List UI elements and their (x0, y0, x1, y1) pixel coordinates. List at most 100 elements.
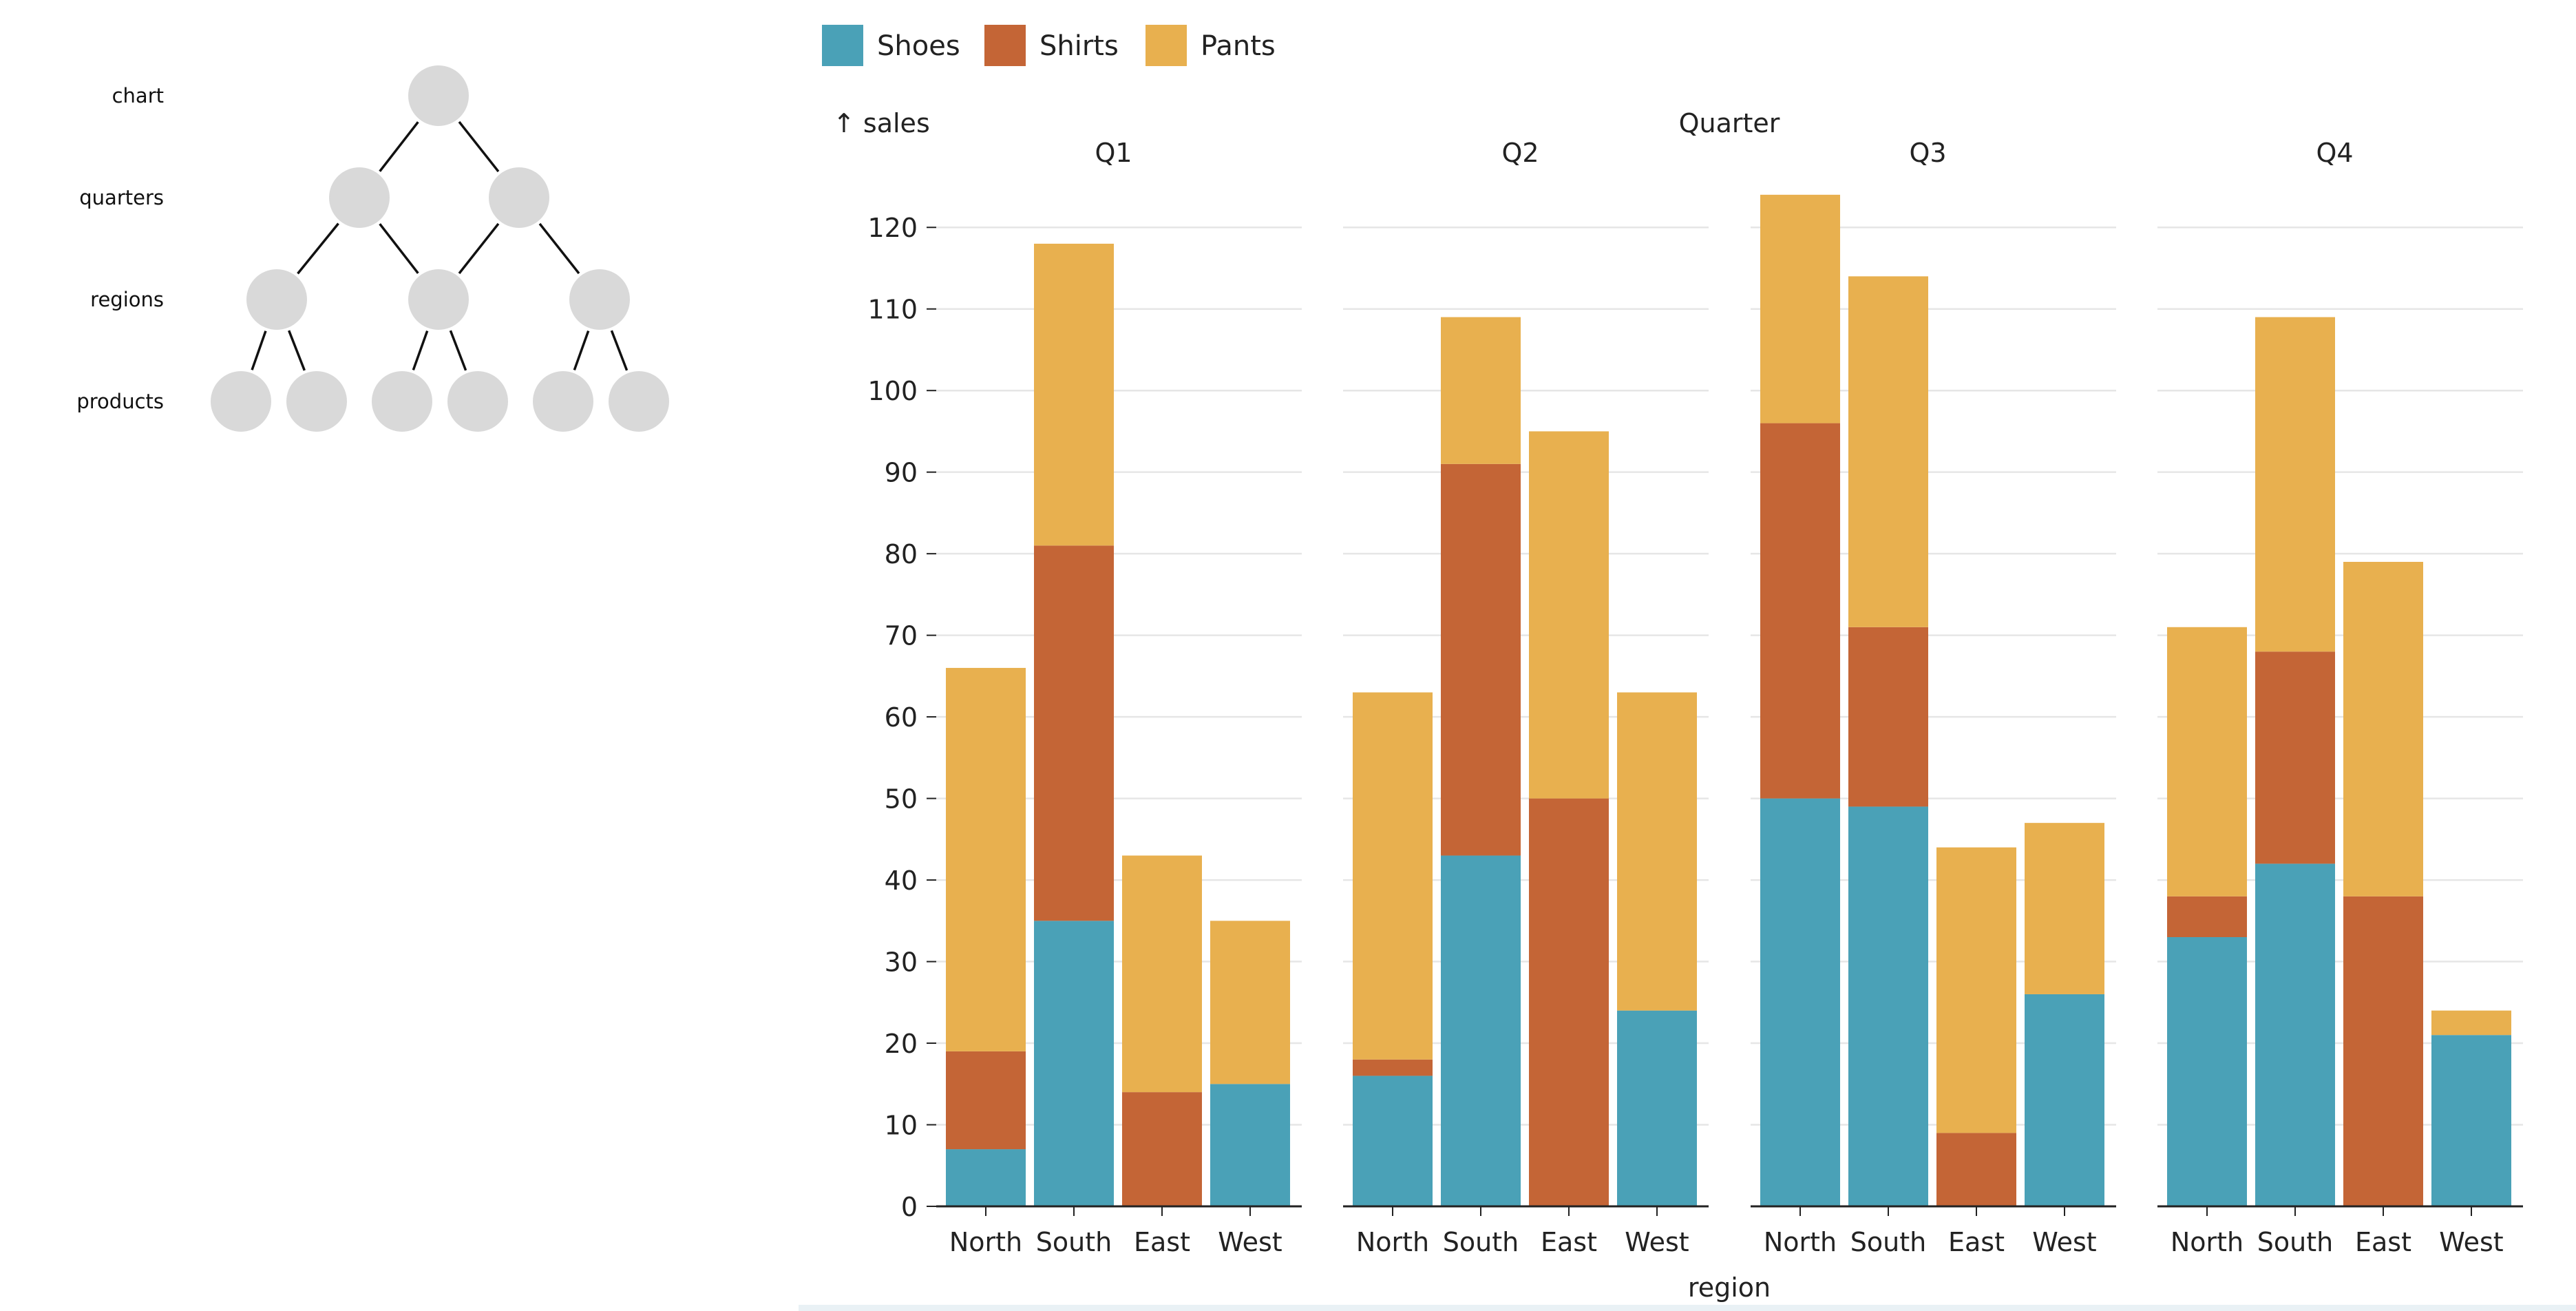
y-tick-label: 30 (885, 947, 918, 978)
bar-pants-west (1617, 692, 1697, 1011)
facet-q2: Q2 North South East West (1343, 138, 1709, 1257)
facet-title: Q3 (1909, 138, 1946, 168)
legend-swatch (1146, 25, 1187, 66)
hierarchy-diagram: chart quarters regions products (76, 65, 669, 432)
bar-pants-south (1848, 276, 1928, 627)
bar-shoes-west (1210, 1084, 1290, 1206)
bar-shoes-south (1848, 806, 1928, 1206)
tree-node (211, 371, 271, 432)
legend-item: Pants (1146, 25, 1276, 66)
tree-link (379, 121, 419, 172)
bar-shoes-north (946, 1149, 1026, 1206)
bar-pants-north (2167, 627, 2247, 896)
facet-title: Q2 (1501, 138, 1539, 168)
bar-shirts-east (1122, 1092, 1202, 1206)
legend-label: Shoes (877, 30, 960, 62)
tree-link (458, 222, 500, 275)
bar-shirts-north (1353, 1059, 1433, 1076)
x-tick-label: East (2355, 1227, 2411, 1257)
bar-shoes-west (1617, 1010, 1697, 1206)
x-tick-label: North (1764, 1227, 1837, 1257)
x-tick-label: East (1541, 1227, 1597, 1257)
y-tick-label: 110 (867, 295, 918, 325)
bar-pants-north (1353, 692, 1433, 1060)
bar-shoes-north (1760, 798, 1840, 1206)
x-tick-label: South (1850, 1227, 1926, 1257)
y-tick-label: 60 (885, 702, 918, 733)
x-tick-label: South (1443, 1227, 1519, 1257)
bar-shirts-north (1760, 423, 1840, 799)
bar-pants-west (1210, 921, 1290, 1084)
bar-shirts-south (1441, 463, 1521, 856)
x-tick-label: West (1218, 1227, 1282, 1257)
bar-shirts-east (1936, 1133, 2016, 1206)
bar-shirts-south (1034, 545, 1114, 921)
facet-title: Q1 (1095, 138, 1132, 168)
tree-node (447, 371, 508, 432)
bar-pants-east (1122, 855, 1202, 1093)
tree-node (246, 269, 307, 330)
y-tick-label: 70 (885, 621, 918, 651)
bar-pants-north (1760, 194, 1840, 423)
bar-pants-east (1936, 847, 2016, 1133)
tree-node (609, 371, 669, 432)
bar-pants-east (2343, 562, 2423, 896)
legend: Shoes Shirts Pants (822, 25, 1276, 66)
tree-link (458, 120, 500, 173)
tree-link (288, 330, 306, 371)
tree-node (408, 65, 469, 126)
x-tick-label: West (2439, 1227, 2503, 1257)
y-axis-label: ↑ sales (833, 108, 930, 138)
y-tick-label: 100 (867, 376, 918, 406)
tree-link (573, 330, 590, 371)
facet-q1: Q1 North South East West (936, 138, 1302, 1257)
bar-shirts-north (2167, 896, 2247, 938)
tree-link (379, 223, 419, 274)
bar-shoes-west (2025, 994, 2104, 1206)
legend-swatch (822, 25, 863, 66)
legend-item: Shoes (822, 25, 960, 66)
tree-level-label: products (76, 390, 164, 413)
x-tick-label: East (1134, 1227, 1190, 1257)
x-tick-label: West (2032, 1227, 2096, 1257)
y-tick-label: 120 (867, 213, 918, 243)
tree-link (297, 222, 339, 275)
y-tick-label: 10 (885, 1111, 918, 1141)
bar-shoes-north (1353, 1076, 1433, 1206)
bar-shoes-north (2167, 937, 2247, 1206)
y-tick-label: 80 (885, 539, 918, 569)
facet-label: Quarter (1679, 108, 1780, 138)
legend-label: Shirts (1039, 30, 1119, 62)
tree-link (538, 222, 580, 275)
tree-node (329, 167, 390, 228)
tree-node (489, 167, 549, 228)
facet-q4: Q4 North South East West (2157, 138, 2523, 1257)
tree-node (286, 371, 347, 432)
tree-level-label: chart (112, 84, 164, 107)
bar-pants-north (946, 668, 1026, 1051)
bar-shoes-south (1441, 855, 1521, 1206)
bar-shoes-west (2431, 1035, 2511, 1206)
facets: Q1 North South East West Q2 North South East West… (936, 138, 2523, 1257)
facet-q3: Q3 North South East West (1751, 138, 2116, 1257)
tree-link (251, 331, 267, 370)
legend-item: Shirts (984, 25, 1119, 66)
bar-shoes-south (2255, 863, 2335, 1206)
bar-pants-east (1529, 431, 1609, 799)
facet-title: Q4 (2316, 138, 2353, 168)
bar-pants-south (1034, 243, 1114, 546)
bar-shoes-south (1034, 921, 1114, 1206)
x-tick-label: West (1625, 1227, 1689, 1257)
tree-node (408, 269, 469, 330)
x-tick-label: East (1948, 1227, 2005, 1257)
tree-link (412, 330, 429, 371)
bar-pants-south (1441, 317, 1521, 464)
bar-shirts-north (946, 1051, 1026, 1150)
bar-shirts-east (2343, 896, 2423, 1206)
y-tick-label: 40 (885, 866, 918, 896)
y-axis: 0 10 20 30 40 50 60 70 80 90 100 110 120 (867, 213, 936, 1222)
tree-level-label: quarters (79, 186, 164, 209)
x-tick-label: North (2171, 1227, 2244, 1257)
bar-pants-west (2025, 823, 2104, 994)
legend-label: Pants (1201, 30, 1276, 62)
